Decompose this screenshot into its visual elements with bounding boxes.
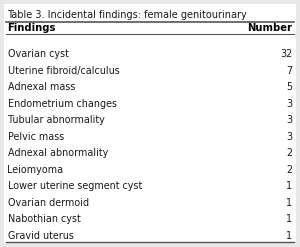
- Text: Gravid uterus: Gravid uterus: [8, 231, 74, 241]
- Text: 1: 1: [286, 214, 292, 224]
- Text: Table 3. Incidental findings: female genitourinary: Table 3. Incidental findings: female gen…: [8, 10, 247, 20]
- Text: 32: 32: [280, 49, 292, 59]
- Text: 1: 1: [286, 198, 292, 208]
- Text: Leiomyoma: Leiomyoma: [8, 165, 64, 175]
- Text: 1: 1: [286, 181, 292, 191]
- Text: Endometrium changes: Endometrium changes: [8, 99, 116, 109]
- Text: 2: 2: [286, 148, 292, 158]
- Text: Nabothian cyst: Nabothian cyst: [8, 214, 80, 224]
- Text: 7: 7: [286, 66, 292, 76]
- Text: Lower uterine segment cyst: Lower uterine segment cyst: [8, 181, 142, 191]
- Text: Number: Number: [248, 23, 292, 33]
- Text: 3: 3: [286, 99, 292, 109]
- Text: 3: 3: [286, 115, 292, 125]
- Text: 3: 3: [286, 132, 292, 142]
- Text: Ovarian dermoid: Ovarian dermoid: [8, 198, 88, 208]
- Text: Ovarian cyst: Ovarian cyst: [8, 49, 68, 59]
- FancyBboxPatch shape: [4, 4, 296, 243]
- Text: Pelvic mass: Pelvic mass: [8, 132, 64, 142]
- Text: 5: 5: [286, 82, 292, 92]
- Text: 1: 1: [286, 231, 292, 241]
- Text: Tubular abnormality: Tubular abnormality: [8, 115, 104, 125]
- Text: Adnexal mass: Adnexal mass: [8, 82, 75, 92]
- Text: Findings: Findings: [8, 23, 56, 33]
- Text: 2: 2: [286, 165, 292, 175]
- Text: Uterine fibroid/calculus: Uterine fibroid/calculus: [8, 66, 119, 76]
- Text: Adnexal abnormality: Adnexal abnormality: [8, 148, 108, 158]
